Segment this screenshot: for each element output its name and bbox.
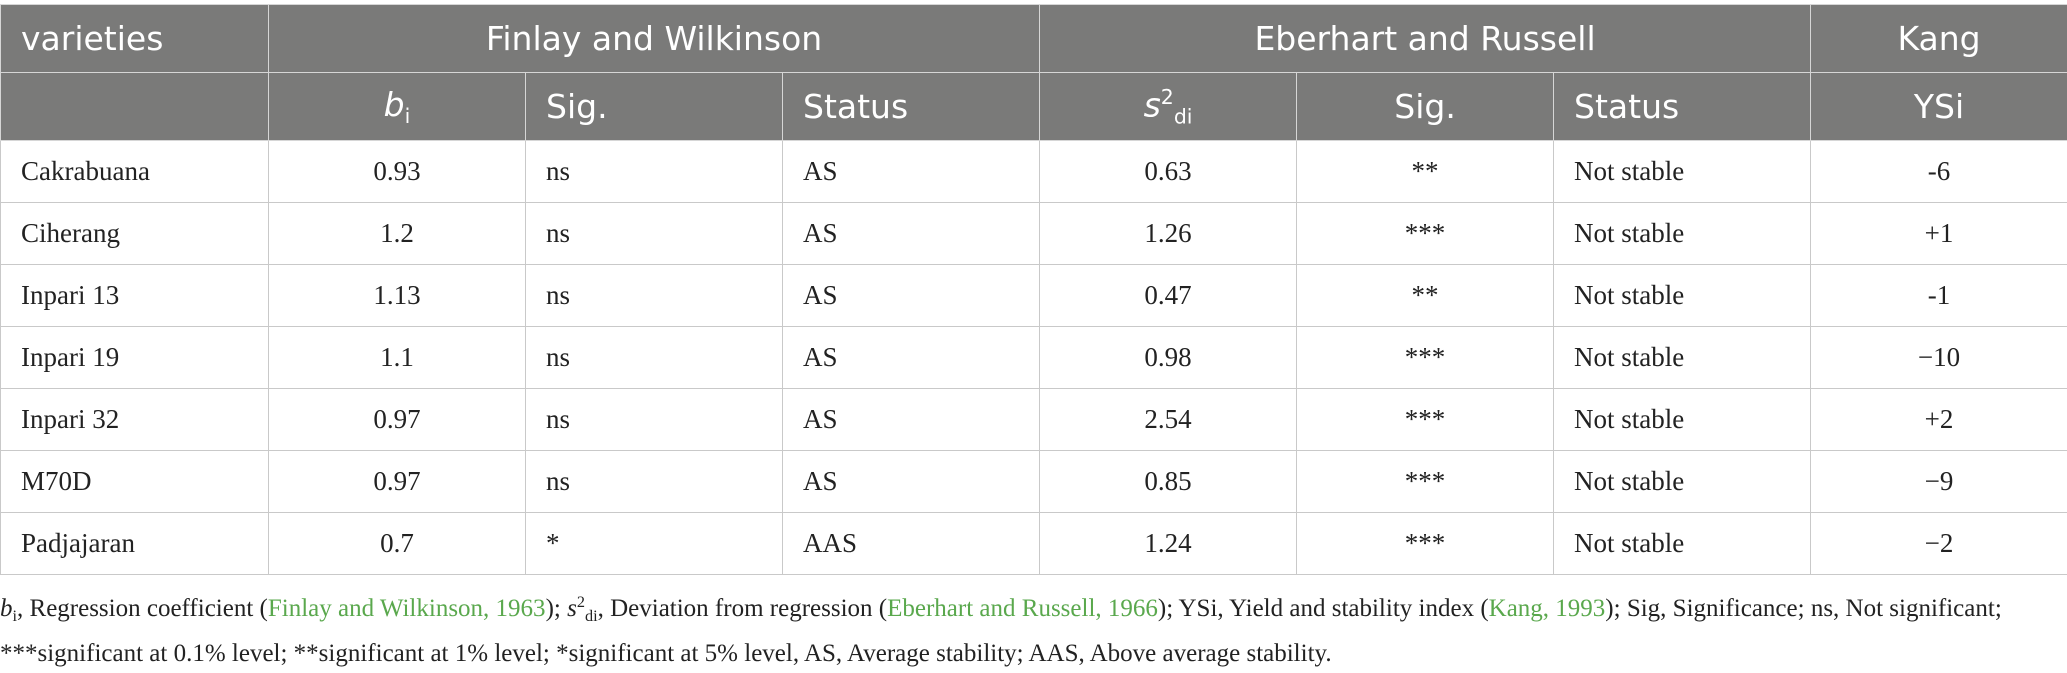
- header-row-groups: varieties Finlay and Wilkinson Eberhart …: [1, 5, 2067, 73]
- cell-status-fw: AAS: [783, 513, 1040, 575]
- cell-sig-er: ***: [1297, 203, 1554, 265]
- cell-ysi: +2: [1811, 389, 2067, 451]
- cell-sig-fw: ns: [526, 265, 783, 327]
- footnote-s-subscript: di: [585, 607, 598, 625]
- cell-ysi: -6: [1811, 141, 2067, 203]
- cell-s2di: 0.63: [1040, 141, 1297, 203]
- bi-subscript: i: [405, 104, 411, 128]
- cell-status-er: Not stable: [1554, 203, 1811, 265]
- cell-sig-fw: ns: [526, 203, 783, 265]
- header-bi: bi: [269, 73, 526, 141]
- table-row: Cakrabuana 0.93 ns AS 0.63 ** Not stable…: [1, 141, 2067, 203]
- cell-sig-fw: ns: [526, 141, 783, 203]
- header-varieties-blank: [1, 73, 269, 141]
- s2di-symbol: s: [1144, 85, 1161, 124]
- table-header: varieties Finlay and Wilkinson Eberhart …: [1, 5, 2067, 141]
- table-body: Cakrabuana 0.93 ns AS 0.63 ** Not stable…: [1, 141, 2067, 575]
- header-group-finlay-wilkinson: Finlay and Wilkinson: [269, 5, 1040, 73]
- footnote-ref-kang-link[interactable]: Kang, 1993: [1489, 595, 1606, 622]
- cell-sig-fw: ns: [526, 327, 783, 389]
- cell-variety: Ciherang: [1, 203, 269, 265]
- cell-sig-fw: ns: [526, 389, 783, 451]
- cell-bi: 1.2: [269, 203, 526, 265]
- cell-variety: Padjajaran: [1, 513, 269, 575]
- header-ysi: YSi: [1811, 73, 2067, 141]
- cell-variety: M70D: [1, 451, 269, 513]
- header-sig-fw: Sig.: [526, 73, 783, 141]
- cell-s2di: 1.24: [1040, 513, 1297, 575]
- cell-status-er: Not stable: [1554, 451, 1811, 513]
- cell-sig-fw: *: [526, 513, 783, 575]
- stability-table: varieties Finlay and Wilkinson Eberhart …: [0, 4, 2067, 575]
- cell-s2di: 0.98: [1040, 327, 1297, 389]
- table-row: Padjajaran 0.7 * AAS 1.24 *** Not stable…: [1, 513, 2067, 575]
- cell-status-fw: AS: [783, 389, 1040, 451]
- cell-status-fw: AS: [783, 265, 1040, 327]
- footnote-text-2: );: [546, 595, 568, 622]
- cell-ysi: -1: [1811, 265, 2067, 327]
- header-status-fw: Status: [783, 73, 1040, 141]
- footnote-s-symbol: s: [567, 595, 577, 622]
- cell-sig-er: **: [1297, 265, 1554, 327]
- table-footnote: bi, Regression coefficient (Finlay and W…: [0, 583, 2060, 673]
- cell-bi: 0.97: [269, 389, 526, 451]
- footnote-text-1: , Regression coefficient (: [17, 595, 268, 622]
- bi-symbol: b: [384, 85, 405, 124]
- cell-s2di: 2.54: [1040, 389, 1297, 451]
- cell-variety: Inpari 19: [1, 327, 269, 389]
- s2di-superscript: 2: [1161, 85, 1174, 109]
- footnote-ref-eberhart-russell-link[interactable]: Eberhart and Russell, 1966: [887, 595, 1158, 622]
- cell-sig-er: ***: [1297, 327, 1554, 389]
- cell-status-fw: AS: [783, 327, 1040, 389]
- header-group-kang: Kang: [1811, 5, 2067, 73]
- cell-variety: Inpari 13: [1, 265, 269, 327]
- cell-ysi: −9: [1811, 451, 2067, 513]
- table-row: Ciherang 1.2 ns AS 1.26 *** Not stable +…: [1, 203, 2067, 265]
- header-status-er: Status: [1554, 73, 1811, 141]
- cell-status-er: Not stable: [1554, 265, 1811, 327]
- cell-sig-er: ***: [1297, 451, 1554, 513]
- cell-status-er: Not stable: [1554, 513, 1811, 575]
- footnote-text-4: ); YSi, Yield and stability index (: [1158, 595, 1489, 622]
- header-s2di: s2di: [1040, 73, 1297, 141]
- cell-bi: 0.97: [269, 451, 526, 513]
- cell-sig-er: ***: [1297, 513, 1554, 575]
- table-row: Inpari 32 0.97 ns AS 2.54 *** Not stable…: [1, 389, 2067, 451]
- cell-status-er: Not stable: [1554, 389, 1811, 451]
- cell-sig-er: ***: [1297, 389, 1554, 451]
- cell-s2di: 0.47: [1040, 265, 1297, 327]
- cell-sig-fw: ns: [526, 451, 783, 513]
- cell-bi: 1.1: [269, 327, 526, 389]
- header-row-columns: bi Sig. Status s2di Sig. Status YSi: [1, 73, 2067, 141]
- cell-bi: 0.93: [269, 141, 526, 203]
- table-row: Inpari 19 1.1 ns AS 0.98 *** Not stable …: [1, 327, 2067, 389]
- cell-ysi: −10: [1811, 327, 2067, 389]
- header-varieties: varieties: [1, 5, 269, 73]
- cell-sig-er: **: [1297, 141, 1554, 203]
- cell-status-fw: AS: [783, 451, 1040, 513]
- cell-s2di: 1.26: [1040, 203, 1297, 265]
- header-sig-er: Sig.: [1297, 73, 1554, 141]
- cell-ysi: −2: [1811, 513, 2067, 575]
- cell-variety: Inpari 32: [1, 389, 269, 451]
- footnote-s-superscript: 2: [577, 593, 585, 611]
- cell-variety: Cakrabuana: [1, 141, 269, 203]
- cell-s2di: 0.85: [1040, 451, 1297, 513]
- footnote-ref-finlay-wilkinson-link[interactable]: Finlay and Wilkinson, 1963: [268, 595, 546, 622]
- cell-bi: 1.13: [269, 265, 526, 327]
- cell-ysi: +1: [1811, 203, 2067, 265]
- footnote-text-3: , Deviation from regression (: [598, 595, 888, 622]
- s2di-subscript: di: [1174, 104, 1193, 128]
- cell-status-er: Not stable: [1554, 327, 1811, 389]
- footnote-bi-symbol: b: [0, 595, 13, 622]
- cell-bi: 0.7: [269, 513, 526, 575]
- header-group-eberhart-russell: Eberhart and Russell: [1040, 5, 1811, 73]
- cell-status-fw: AS: [783, 203, 1040, 265]
- table-row: Inpari 13 1.13 ns AS 0.47 ** Not stable …: [1, 265, 2067, 327]
- table-row: M70D 0.97 ns AS 0.85 *** Not stable −9: [1, 451, 2067, 513]
- cell-status-fw: AS: [783, 141, 1040, 203]
- cell-status-er: Not stable: [1554, 141, 1811, 203]
